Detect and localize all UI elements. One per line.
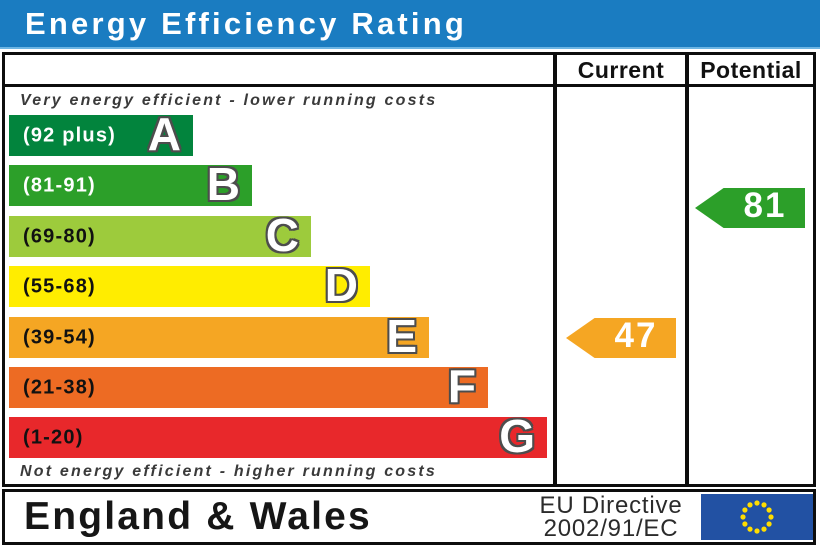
band-range-label: (55-68) <box>23 275 96 297</box>
band-letter: E <box>386 309 417 362</box>
potential-column-header: Potential <box>700 57 802 83</box>
title-bar: Energy Efficiency Rating <box>0 0 820 49</box>
header-divider <box>2 84 816 87</box>
eu-directive-label: EU Directive 2002/91/EC <box>525 492 697 542</box>
band-letter: A <box>147 107 181 160</box>
band-b: (81-91) B <box>9 158 252 210</box>
caption-inefficient: Not energy efficient - higher running co… <box>20 463 438 480</box>
band-range-label: (69-80) <box>23 225 96 247</box>
band-range-label: (1-20) <box>23 426 84 448</box>
column-divider-potential <box>685 52 689 487</box>
band-d: (55-68) D <box>9 259 370 311</box>
band-letter: C <box>265 208 299 261</box>
band-range-label: (81-91) <box>23 174 96 196</box>
footer: England & Wales EU Directive 2002/91/EC <box>2 489 816 545</box>
eu-flag-icon <box>701 494 813 540</box>
current-rating-arrow-value: 47 <box>614 316 658 356</box>
band-a: (92 plus) A <box>9 108 193 160</box>
page-title: Energy Efficiency Rating <box>25 5 468 41</box>
column-divider-current <box>553 52 557 487</box>
band-range-label: (21-38) <box>23 376 96 398</box>
band-range-label: (39-54) <box>23 326 96 348</box>
band-f: (21-38) F <box>9 360 488 412</box>
eu-flag-stars <box>740 500 774 534</box>
band-letter: F <box>447 359 476 412</box>
band-g: (1-20) G <box>9 410 547 462</box>
band-e: (39-54) E <box>9 310 429 362</box>
eu-directive-line2: 2002/91/EC <box>543 515 679 542</box>
band-letter: G <box>499 409 535 462</box>
potential-rating-arrow-value: 81 <box>743 186 787 226</box>
current-column-header: Current <box>577 57 665 83</box>
region-label: England & Wales <box>24 495 372 538</box>
eu-directive-line1: EU Directive <box>539 492 683 519</box>
band-letter: B <box>206 157 240 210</box>
caption-efficient: Very energy efficient - lower running co… <box>20 92 438 109</box>
band-range-label: (92 plus) <box>23 124 117 146</box>
band-letter: D <box>324 258 358 311</box>
band-c: (69-80) C <box>9 209 311 261</box>
